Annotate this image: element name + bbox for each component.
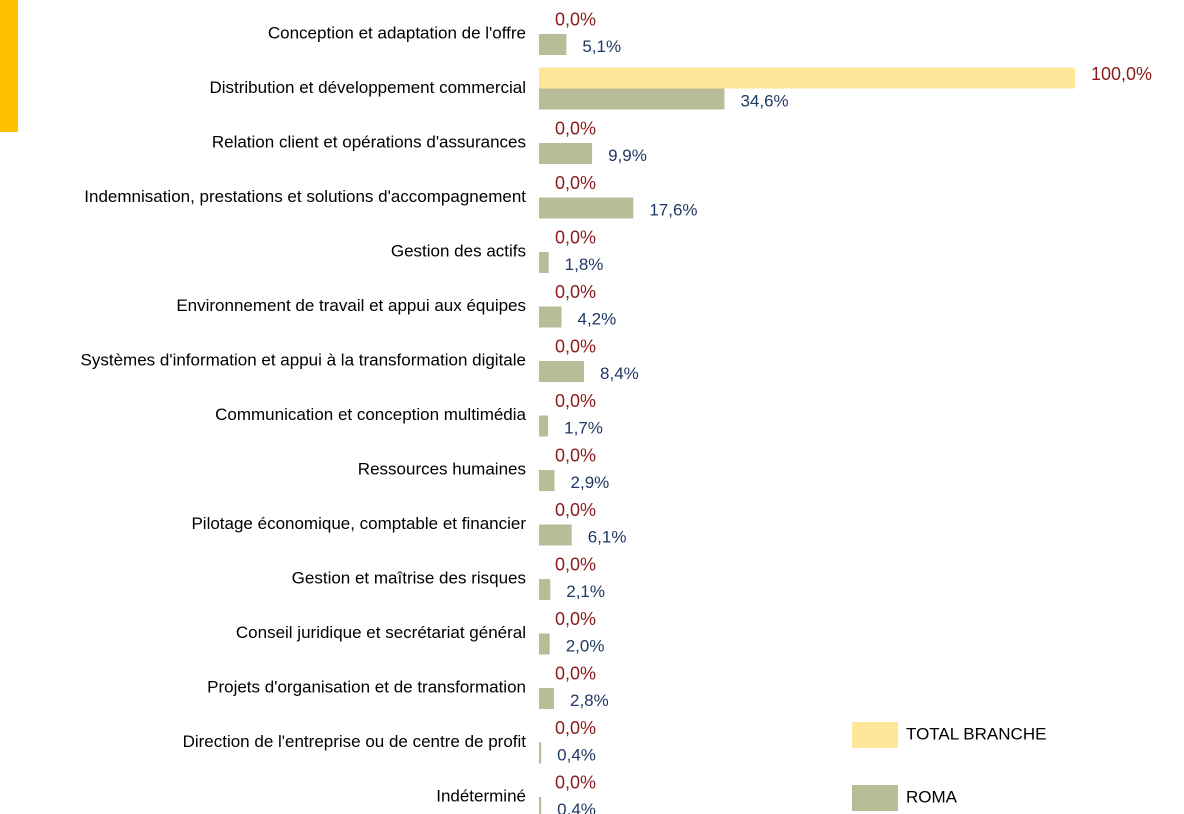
category-label: Gestion et maîtrise des risques: [292, 568, 526, 587]
bar: [539, 197, 634, 219]
legend-swatch: [852, 722, 898, 748]
value-label: 100,0%: [1091, 64, 1152, 84]
category-label: Projets d'organisation et de transformat…: [207, 677, 526, 696]
value-label: 0,0%: [555, 227, 596, 247]
bar: [539, 67, 1075, 89]
value-label: 0,0%: [555, 282, 596, 302]
category-label: Conseil juridique et secrétariat général: [236, 623, 526, 642]
value-label: 0,0%: [555, 9, 596, 29]
category-label: Conception et adaptation de l'offre: [268, 23, 526, 42]
value-label: 4,2%: [578, 309, 617, 328]
value-label: 2,0%: [566, 636, 605, 655]
legend-label: ROMA: [906, 787, 958, 806]
value-label: 0,0%: [555, 554, 596, 574]
category-label: Pilotage économique, comptable et financ…: [191, 514, 526, 533]
bar: [539, 361, 585, 382]
category-label: Systèmes d'information et appui à la tra…: [81, 350, 526, 369]
bar: [539, 415, 549, 437]
value-label: 2,1%: [566, 582, 605, 601]
category-label: Ressources humaines: [358, 459, 526, 478]
value-label: 1,7%: [564, 418, 603, 437]
legend-swatch: [852, 785, 898, 811]
category-label: Gestion des actifs: [391, 241, 526, 260]
category-label: Environnement de travail et appui aux éq…: [176, 296, 526, 315]
category-label: Distribution et développement commercial: [209, 78, 526, 97]
bar: [539, 579, 551, 600]
value-label: 1,8%: [565, 255, 604, 274]
bar: [539, 524, 572, 546]
value-label: 0,0%: [555, 445, 596, 465]
value-label: 9,9%: [608, 146, 647, 165]
value-label: 0,0%: [555, 663, 596, 683]
value-label: 0,0%: [555, 718, 596, 738]
value-label: 0,0%: [555, 772, 596, 792]
bar: [539, 633, 550, 655]
accent-stripe: [0, 0, 18, 132]
value-label: 0,0%: [555, 609, 596, 629]
value-label: 0,0%: [555, 391, 596, 411]
value-label: 8,4%: [600, 364, 639, 383]
bar: [539, 34, 567, 55]
value-label: 0,0%: [555, 500, 596, 520]
value-label: 17,6%: [649, 200, 697, 219]
category-label: Direction de l'entreprise ou de centre d…: [183, 732, 527, 751]
bar: [539, 470, 555, 491]
value-label: 6,1%: [588, 527, 627, 546]
bar: [539, 88, 725, 110]
value-label: 5,1%: [582, 37, 621, 56]
value-label: 0,4%: [557, 800, 596, 814]
bar: [539, 252, 549, 273]
value-label: 34,6%: [740, 91, 788, 110]
bar: [539, 688, 555, 709]
bar: [539, 306, 562, 328]
category-label: Indemnisation, prestations et solutions …: [84, 187, 526, 206]
category-label: Relation client et opérations d'assuranc…: [212, 132, 526, 151]
value-label: 2,9%: [571, 473, 610, 492]
legend-label: TOTAL BRANCHE: [906, 724, 1046, 743]
category-label: Indéterminé: [436, 786, 526, 805]
value-label: 0,0%: [555, 118, 596, 138]
value-label: 0,4%: [557, 745, 596, 764]
bar: [539, 797, 542, 814]
value-label: 0,0%: [555, 336, 596, 356]
category-label: Communication et conception multimédia: [215, 405, 526, 424]
bar: [539, 742, 542, 764]
value-label: 2,8%: [570, 691, 609, 710]
bar: [539, 143, 593, 164]
value-label: 0,0%: [555, 173, 596, 193]
